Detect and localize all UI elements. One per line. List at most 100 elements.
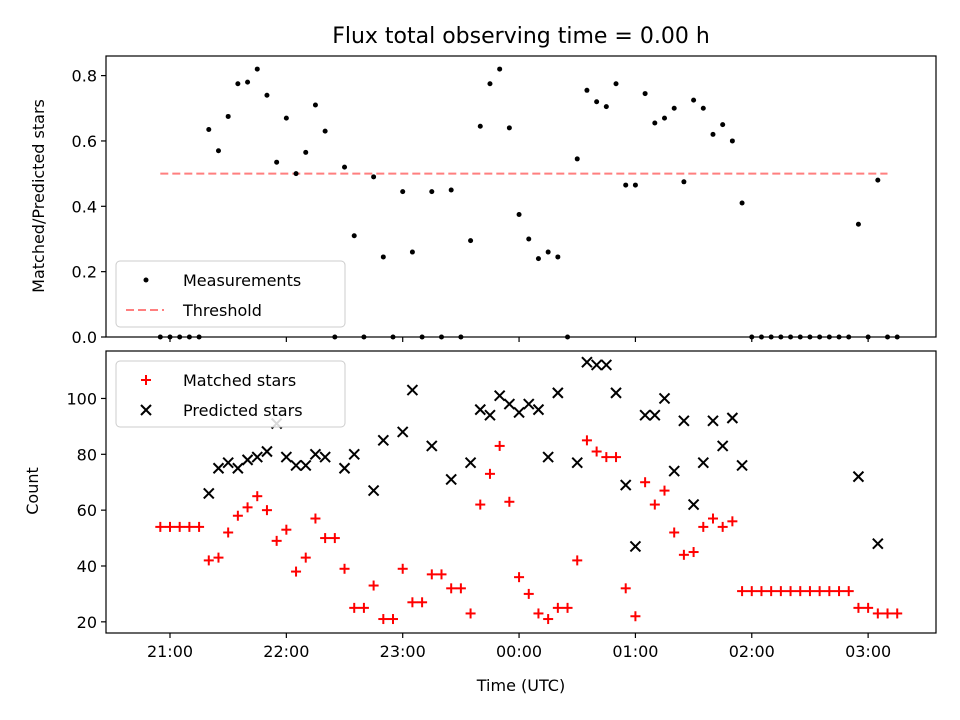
matched-stars-point	[882, 608, 893, 619]
measurement-point	[545, 249, 551, 255]
matched-stars-point	[213, 552, 224, 563]
matched-stars-point	[872, 608, 883, 619]
predicted-stars-point	[571, 456, 583, 469]
measurement-point	[632, 182, 638, 188]
matched-stars-point	[358, 602, 369, 613]
measurement-point	[710, 131, 716, 137]
matched-stars-point	[581, 435, 592, 446]
predicted-stars-point	[581, 356, 593, 368]
matched-stars-point	[543, 614, 554, 625]
measurement-point	[594, 99, 600, 105]
measurement-point	[274, 159, 280, 165]
measurement-point	[652, 120, 658, 126]
predicted-stars-point	[726, 412, 739, 424]
measurement-point	[225, 113, 231, 119]
top-legend: Measurements Threshold	[115, 260, 346, 328]
measurement-point	[487, 81, 493, 87]
predicted-stars-point	[212, 462, 225, 474]
matched-stars-point	[368, 580, 379, 591]
matched-stars-point	[378, 614, 389, 625]
matched-stars-point	[232, 510, 243, 521]
matched-stars-point	[727, 516, 738, 527]
bottom-y-tick-label: 60	[77, 501, 97, 520]
top-legend-box	[115, 260, 346, 328]
predicted-stars-point	[290, 459, 302, 472]
measurement-point	[623, 182, 629, 188]
predicted-stars-point	[716, 440, 729, 452]
matched-stars-point	[252, 491, 263, 502]
chart-title: Flux total observing time = 0.00 h	[332, 24, 710, 49]
predicted-stars-point	[523, 398, 535, 410]
bottom-panel: 21:00 22:00 23:00 00:00 01:00 02:00 03:00 20 40 6…	[66, 350, 937, 661]
predicted-stars-point	[503, 398, 516, 410]
predicted-stars-point	[552, 387, 564, 399]
legend-measurement-marker	[143, 277, 149, 283]
predicted-stars-point	[203, 487, 215, 500]
predicted-stars-point	[649, 409, 661, 421]
predicted-stars-point	[474, 403, 486, 416]
predicted-stars-point	[532, 403, 545, 416]
measurement-point	[468, 238, 474, 244]
matched-stars-point	[281, 524, 292, 535]
measurement-point	[371, 174, 377, 180]
matched-stars-point	[455, 583, 466, 594]
matched-stars-point	[746, 586, 757, 597]
matched-stars-point	[484, 468, 495, 479]
matched-stars-point	[717, 521, 728, 532]
measurement-point	[729, 138, 735, 144]
top-y-tick-label: 0.0	[72, 328, 97, 347]
predicted-stars-point	[348, 448, 360, 461]
matched-stars-point	[465, 608, 476, 619]
measurement-point	[855, 221, 861, 227]
matched-stars-point	[552, 602, 563, 613]
bottom-y-tick-label: 100	[66, 389, 97, 408]
top-panel: 0.0 0.2 0.4 0.6 0.8 Measurements Threshold	[72, 55, 937, 347]
legend-label: Predicted stars	[183, 401, 303, 420]
matched-stars-point	[698, 521, 709, 532]
measurement-point	[584, 87, 590, 93]
measurement-point	[206, 127, 212, 133]
matched-stars-point	[562, 602, 573, 613]
bottom-y-axis-label: Count	[23, 467, 42, 515]
matched-stars-point	[814, 586, 825, 597]
predicted-stars-point	[222, 456, 234, 469]
matched-stars-point	[446, 583, 457, 594]
bottom-legend: Matched stars Predicted stars	[115, 360, 346, 428]
top-y-tick-label: 0.2	[72, 263, 97, 282]
matched-stars-point	[572, 555, 583, 566]
bottom-y-tick-label: 20	[77, 613, 97, 632]
predicted-stars-point	[396, 426, 409, 438]
bottom-y-tick-label: 40	[77, 557, 97, 576]
matched-stars-point	[678, 549, 689, 560]
x-tick-label: 23:00	[380, 642, 426, 661]
measurement-point	[342, 164, 348, 170]
predicted-stars-point	[610, 387, 622, 399]
matched-stars-point	[349, 602, 360, 613]
matched-stars-point	[417, 597, 428, 608]
x-tick-label: 00:00	[496, 642, 542, 661]
predicted-stars-point	[493, 389, 506, 402]
measurement-point	[293, 171, 299, 177]
measurement-point	[264, 92, 270, 98]
measurement-point	[235, 81, 241, 87]
matched-stars-point	[329, 533, 340, 544]
measurement-point	[254, 66, 260, 72]
measurement-point	[215, 148, 221, 154]
matched-stars-point	[640, 477, 651, 488]
predicted-stars-point	[590, 359, 603, 371]
x-tick-label: 03:00	[845, 642, 891, 661]
x-tick-label: 02:00	[729, 642, 775, 661]
matched-stars-point	[620, 583, 631, 594]
matched-stars-point	[659, 485, 670, 496]
matched-stars-point	[804, 586, 815, 597]
matched-stars-point	[591, 446, 602, 457]
measurement-point	[409, 249, 415, 255]
measurement-point	[642, 91, 648, 97]
predicted-stars-point	[687, 498, 700, 511]
measurement-point	[283, 115, 289, 121]
predicted-stars-point	[280, 451, 293, 463]
matched-stars-point	[203, 555, 214, 566]
matched-stars-point	[601, 452, 612, 463]
measurement-point	[662, 115, 668, 121]
measurement-point	[477, 123, 483, 129]
